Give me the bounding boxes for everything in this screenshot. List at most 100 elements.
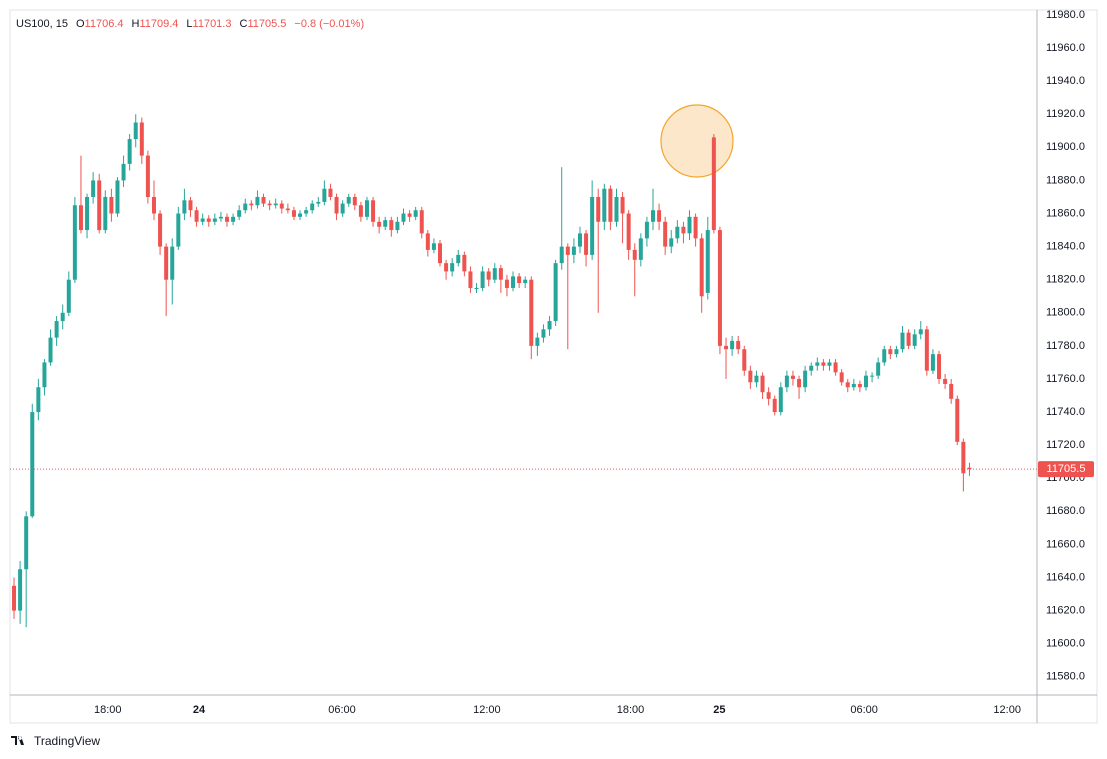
candle-body bbox=[54, 321, 59, 338]
candle-body bbox=[584, 233, 589, 255]
candle-body bbox=[249, 203, 254, 206]
candle-body bbox=[651, 210, 656, 222]
x-tick-label: 24 bbox=[193, 704, 206, 716]
candle-body bbox=[693, 216, 698, 239]
candle-body bbox=[766, 392, 771, 399]
x-tick-label: 06:00 bbox=[850, 704, 878, 716]
candle-body bbox=[644, 221, 649, 239]
candle-body bbox=[760, 375, 765, 393]
candle-body bbox=[310, 203, 315, 211]
y-tick-label: 11880.0 bbox=[1046, 174, 1085, 186]
candle-body bbox=[541, 329, 546, 338]
candle-body bbox=[267, 203, 272, 206]
candle-body bbox=[894, 349, 899, 355]
candle-body bbox=[24, 516, 29, 570]
candle-body bbox=[596, 196, 601, 222]
y-tick-label: 11740.0 bbox=[1046, 406, 1085, 418]
candle-body bbox=[298, 213, 303, 217]
candle-body bbox=[918, 329, 923, 335]
last-price-tag bbox=[1038, 461, 1094, 478]
candle-body bbox=[212, 218, 217, 222]
candle-body bbox=[803, 370, 808, 388]
candle-body bbox=[279, 203, 284, 209]
y-tick-label: 11640.0 bbox=[1046, 571, 1085, 583]
candle-body bbox=[626, 213, 631, 250]
candle-body bbox=[657, 210, 662, 222]
candle-body bbox=[72, 205, 77, 280]
candle-body bbox=[200, 218, 205, 222]
candle-body bbox=[924, 329, 929, 371]
y-tick-label: 11600.0 bbox=[1046, 638, 1085, 650]
candle-body bbox=[851, 383, 856, 388]
candle-body bbox=[778, 387, 783, 413]
candle-body bbox=[225, 216, 230, 222]
x-tick-label: 12:00 bbox=[473, 704, 501, 716]
candle-body bbox=[602, 188, 607, 222]
candle-body bbox=[291, 210, 296, 217]
candle-body bbox=[206, 218, 211, 222]
candle-body bbox=[669, 238, 674, 247]
y-tick-label: 11680.0 bbox=[1046, 505, 1085, 517]
candle-body bbox=[614, 196, 619, 222]
candle-body bbox=[127, 139, 132, 164]
candle-body bbox=[334, 196, 339, 214]
candle-body bbox=[754, 375, 759, 383]
candle-body bbox=[900, 332, 905, 350]
candle-body bbox=[498, 268, 503, 280]
candle-body bbox=[748, 370, 753, 383]
candle-body bbox=[413, 210, 418, 217]
candle-body bbox=[438, 243, 443, 264]
candle-body bbox=[961, 441, 966, 474]
candle-body bbox=[699, 238, 704, 297]
candle-body bbox=[151, 196, 156, 214]
candle-body bbox=[943, 378, 948, 384]
candle-body bbox=[322, 188, 327, 202]
candle-body bbox=[620, 196, 625, 214]
candle-body bbox=[170, 246, 175, 280]
candle-body bbox=[565, 246, 570, 255]
candle-body bbox=[97, 180, 102, 231]
candle-body bbox=[839, 372, 844, 383]
candle-body bbox=[608, 188, 613, 222]
candle-body bbox=[845, 382, 850, 388]
symbol: US100, 15 bbox=[16, 18, 68, 30]
candle-body bbox=[194, 210, 199, 222]
highlight-circle bbox=[660, 104, 734, 178]
candle-body bbox=[492, 268, 497, 280]
candle-body bbox=[462, 254, 467, 272]
candle-body bbox=[863, 375, 868, 388]
candle-body bbox=[133, 122, 138, 140]
candle-body bbox=[328, 188, 333, 197]
y-tick-label: 11620.0 bbox=[1046, 605, 1085, 617]
ohlc-value: 11705.5 bbox=[247, 18, 286, 30]
candle-body bbox=[115, 180, 120, 214]
x-tick-label: 18:00 bbox=[94, 704, 122, 716]
candle-body bbox=[711, 137, 716, 231]
y-tick-label: 11720.0 bbox=[1046, 439, 1085, 451]
candle-body bbox=[145, 155, 150, 197]
candle-body bbox=[504, 279, 509, 288]
y-tick-label: 11760.0 bbox=[1046, 373, 1085, 385]
ohlc-prefix: O bbox=[76, 18, 85, 30]
candle-body bbox=[687, 216, 692, 234]
ohlc-value: 11709.4 bbox=[139, 18, 178, 30]
candle-body bbox=[663, 221, 668, 247]
candle-body bbox=[340, 203, 345, 214]
y-tick-label: 11940.0 bbox=[1046, 75, 1085, 87]
candle-body bbox=[377, 221, 382, 227]
ohlc-prefix: C bbox=[239, 18, 247, 30]
x-tick-label: 18:00 bbox=[617, 704, 645, 716]
x-tick-label: 25 bbox=[713, 704, 725, 716]
candle-body bbox=[821, 362, 826, 366]
candle-body bbox=[967, 467, 972, 470]
y-tick-label: 11860.0 bbox=[1046, 207, 1085, 219]
candle-body bbox=[717, 230, 722, 346]
candle-body bbox=[955, 398, 960, 442]
candle-body bbox=[444, 263, 449, 272]
candle-body bbox=[882, 349, 887, 363]
candle-body bbox=[681, 226, 686, 234]
candle-body bbox=[42, 362, 47, 388]
candle-body bbox=[407, 213, 412, 217]
candle-body bbox=[261, 196, 266, 204]
candle-body bbox=[511, 276, 516, 288]
